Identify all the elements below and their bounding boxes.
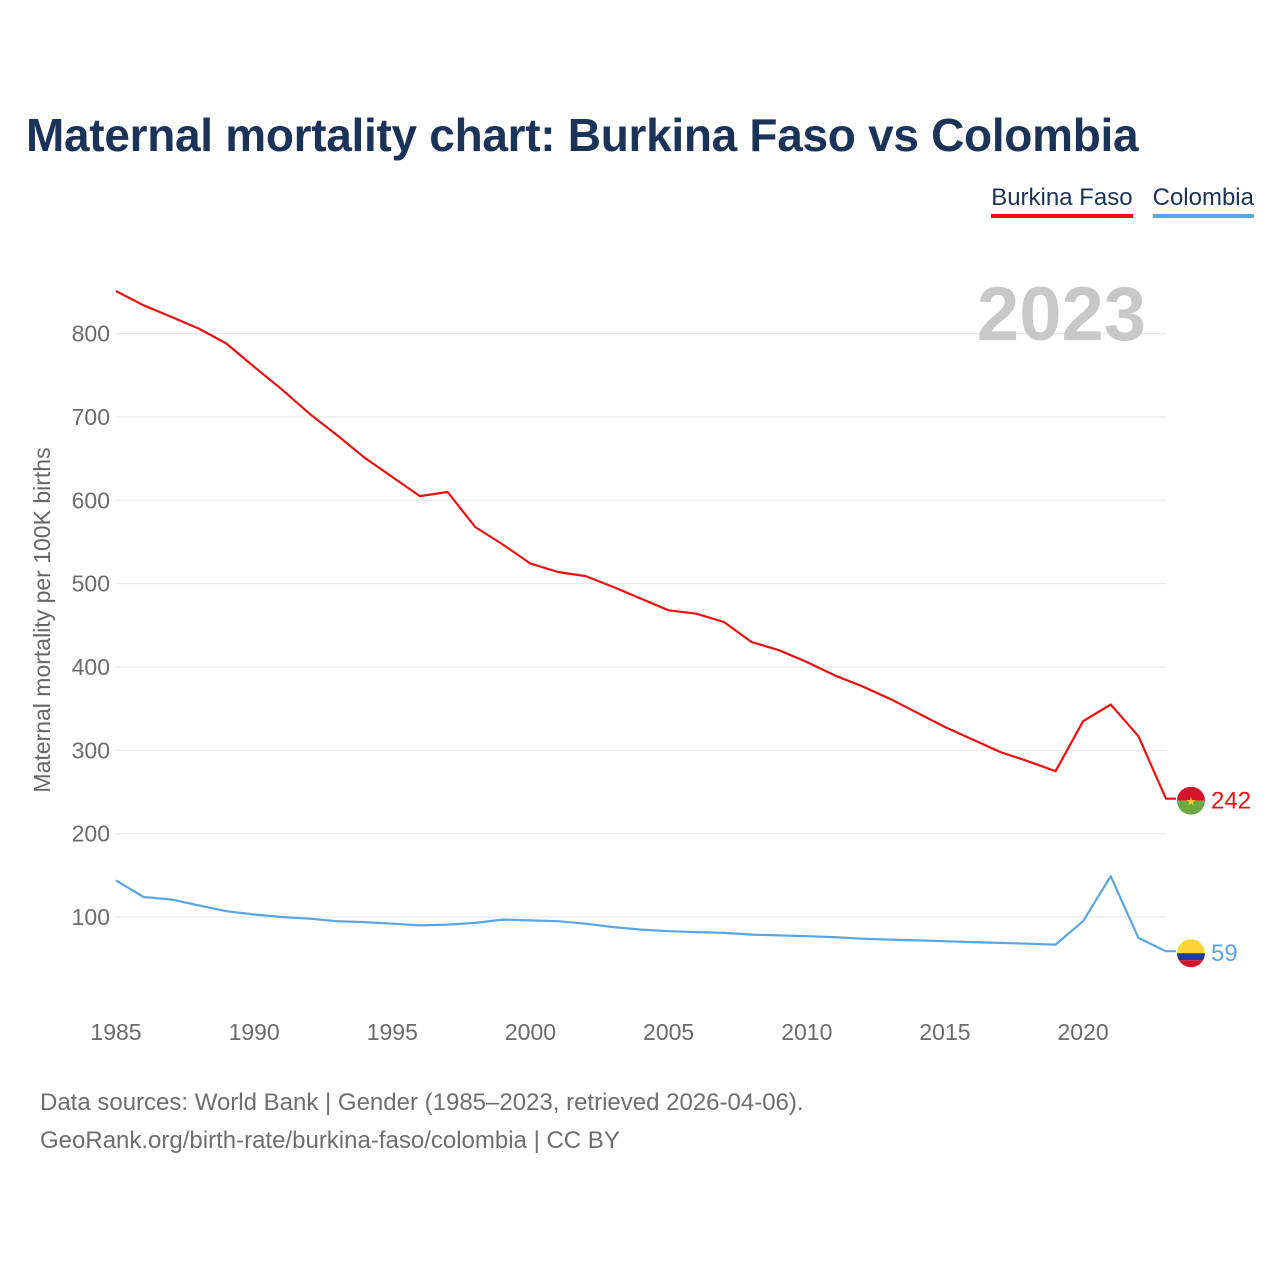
x-axis-ticks: 1985 1990 1995 2000 2005 2010 2015 2020 (90, 1019, 1108, 1045)
x-tick-label: 2010 (781, 1019, 832, 1045)
y-tick-label: 100 (72, 904, 110, 930)
legend-item-burkina-faso[interactable]: Burkina Faso (991, 184, 1133, 218)
svg-text:★: ★ (1186, 795, 1197, 809)
y-tick-label: 300 (72, 737, 110, 763)
x-tick-label: 2020 (1058, 1019, 1109, 1045)
end-value-burkina-faso: 242 (1211, 788, 1251, 815)
y-axis-label: Maternal mortality per 100K births (29, 447, 55, 792)
year-label: 2023 (977, 272, 1146, 357)
x-tick-label: 1995 (367, 1019, 418, 1045)
series-line-burkina-faso (115, 290, 1176, 800)
y-tick-label: 800 (72, 321, 110, 347)
chart-title: Maternal mortality chart: Burkina Faso v… (26, 109, 1139, 161)
end-flags: ★ (1177, 786, 1205, 968)
x-tick-label: 2000 (505, 1019, 556, 1045)
footer-link[interactable]: GeoRank.org/birth-rate/burkina-faso/colo… (40, 1127, 620, 1154)
x-tick-label: 1985 (90, 1019, 141, 1045)
y-tick-label: 600 (72, 487, 110, 513)
x-tick-label: 2005 (643, 1019, 694, 1045)
grid-lines (116, 333, 1166, 918)
y-tick-label: 700 (72, 404, 110, 430)
y-tick-label: 500 (72, 571, 110, 597)
legend: Burkina Faso Colombia (991, 184, 1254, 218)
y-axis-ticks: 100 200 300 400 500 600 700 800 (72, 321, 110, 930)
legend-item-colombia[interactable]: Colombia (1152, 184, 1254, 218)
y-tick-label: 200 (72, 821, 110, 847)
end-value-colombia: 59 (1211, 940, 1238, 967)
series-lines (115, 290, 1176, 953)
burkina-faso-flag-icon: ★ (1177, 786, 1205, 815)
series-line-colombia (115, 875, 1176, 953)
footer-source: Data sources: World Bank | Gender (1985–… (40, 1089, 804, 1116)
x-tick-label: 2015 (919, 1019, 970, 1045)
colombia-flag-icon (1177, 939, 1205, 968)
line-chart: 100 200 300 400 500 600 700 800 1985 1990 1995 200… (29, 272, 1251, 1045)
x-tick-label: 1990 (229, 1019, 280, 1045)
y-tick-label: 400 (72, 654, 110, 680)
